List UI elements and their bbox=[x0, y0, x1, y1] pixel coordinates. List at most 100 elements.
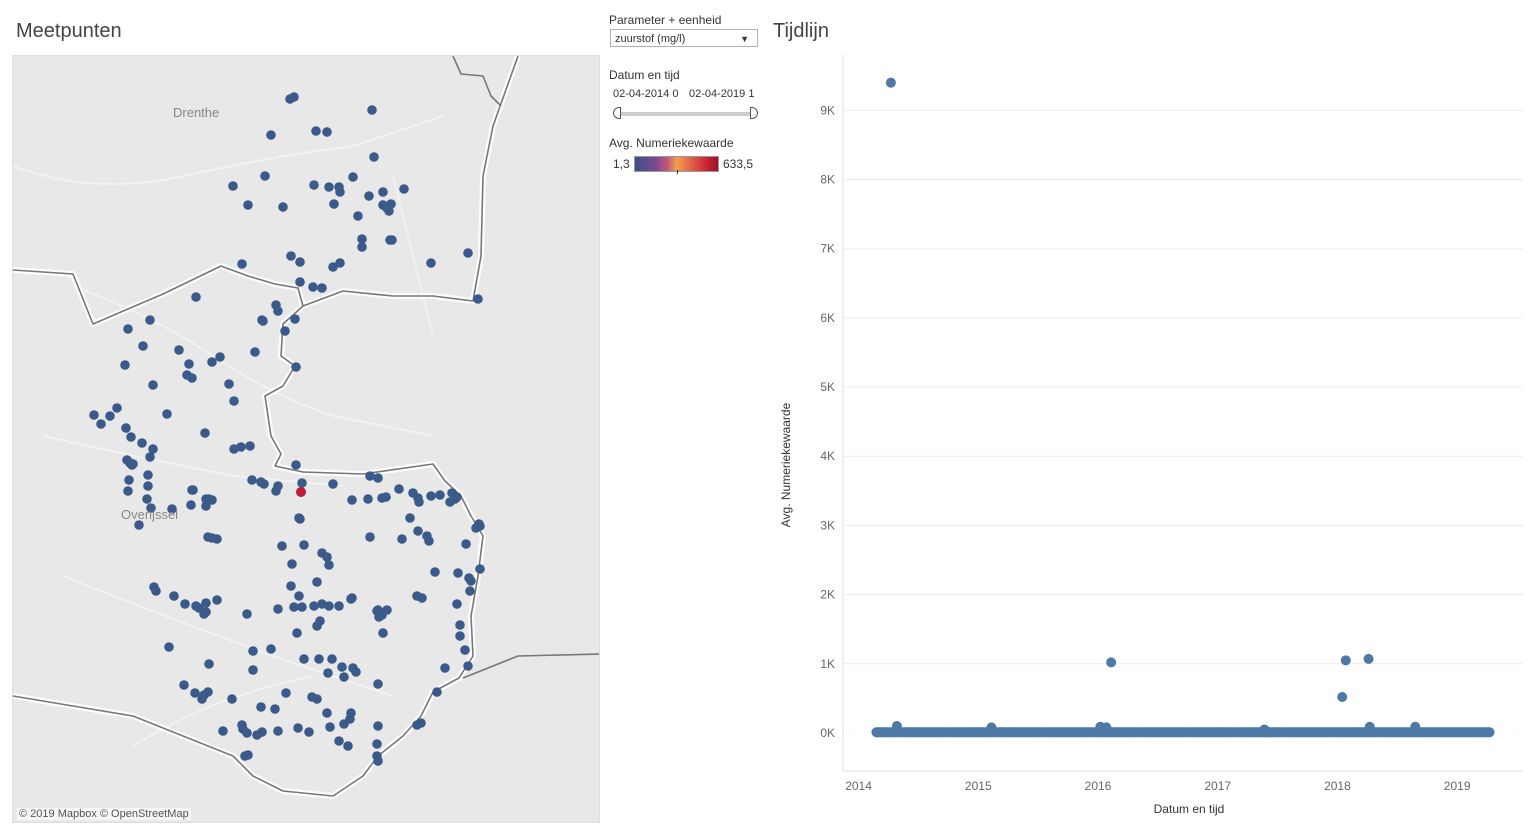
measurement-point[interactable] bbox=[151, 586, 161, 596]
measurement-point[interactable] bbox=[357, 242, 367, 252]
measurement-point[interactable] bbox=[277, 541, 287, 551]
measurement-point[interactable] bbox=[387, 235, 397, 245]
date-slider-end-handle[interactable] bbox=[750, 107, 758, 119]
measurement-point[interactable] bbox=[324, 182, 334, 192]
measurement-point[interactable] bbox=[324, 560, 334, 570]
measurement-point[interactable] bbox=[286, 251, 296, 261]
data-point[interactable] bbox=[1043, 727, 1054, 738]
measurement-point[interactable] bbox=[314, 654, 324, 664]
measurement-point[interactable] bbox=[329, 199, 339, 209]
data-point[interactable] bbox=[1379, 727, 1390, 738]
measurement-point[interactable] bbox=[417, 593, 427, 603]
data-point[interactable] bbox=[1436, 727, 1447, 738]
data-point[interactable] bbox=[1225, 727, 1236, 738]
measurement-point[interactable] bbox=[322, 552, 332, 562]
measurement-point[interactable] bbox=[317, 283, 327, 293]
measurement-point[interactable] bbox=[243, 750, 253, 760]
measurement-point[interactable] bbox=[339, 719, 349, 729]
measurement-point[interactable] bbox=[465, 586, 475, 596]
data-point[interactable] bbox=[909, 727, 920, 738]
data-point[interactable] bbox=[986, 722, 997, 733]
data-point[interactable] bbox=[891, 721, 902, 732]
data-point[interactable] bbox=[1245, 727, 1256, 738]
data-point[interactable] bbox=[1283, 727, 1294, 738]
measurement-point[interactable] bbox=[365, 471, 375, 481]
measurement-point[interactable] bbox=[280, 326, 290, 336]
map-view[interactable]: Drenthe Overijssel © 2019 Mapbox © OpenS… bbox=[12, 55, 600, 823]
measurement-point[interactable] bbox=[297, 602, 307, 612]
measurement-point[interactable] bbox=[297, 478, 307, 488]
measurement-point[interactable] bbox=[184, 359, 194, 369]
measurement-point[interactable] bbox=[309, 601, 319, 611]
measurement-point[interactable] bbox=[200, 428, 210, 438]
measurement-point[interactable] bbox=[212, 534, 222, 544]
measurement-point[interactable] bbox=[291, 460, 301, 470]
measurement-point[interactable] bbox=[337, 662, 347, 672]
measurement-point[interactable] bbox=[278, 202, 288, 212]
measurement-point[interactable] bbox=[382, 605, 392, 615]
measurement-point[interactable] bbox=[351, 667, 361, 677]
data-point[interactable] bbox=[1340, 655, 1351, 666]
data-point[interactable] bbox=[1178, 727, 1188, 738]
measurement-point[interactable] bbox=[270, 704, 280, 714]
measurement-point[interactable] bbox=[453, 568, 463, 578]
measurement-point[interactable] bbox=[397, 534, 407, 544]
measurement-point[interactable] bbox=[295, 277, 305, 287]
data-point[interactable] bbox=[1005, 727, 1016, 738]
measurement-point[interactable] bbox=[179, 680, 189, 690]
measurement-point[interactable] bbox=[378, 628, 388, 638]
measurement-point[interactable] bbox=[312, 694, 322, 704]
measurement-point[interactable] bbox=[291, 362, 301, 372]
measurement-point[interactable] bbox=[281, 688, 291, 698]
map-attribution[interactable]: © 2019 Mapbox © OpenStreetMap bbox=[17, 808, 191, 820]
measurement-point[interactable] bbox=[432, 687, 442, 697]
measurement-point[interactable] bbox=[105, 411, 115, 421]
measurement-point[interactable] bbox=[373, 756, 383, 766]
data-point[interactable] bbox=[1106, 657, 1117, 668]
measurement-point[interactable] bbox=[287, 559, 297, 569]
measurement-point[interactable] bbox=[339, 672, 349, 682]
measurement-point[interactable] bbox=[273, 726, 283, 736]
measurement-point[interactable] bbox=[430, 567, 440, 577]
data-point[interactable] bbox=[1331, 727, 1342, 738]
measurement-point[interactable] bbox=[180, 599, 190, 609]
measurement-point[interactable] bbox=[335, 187, 345, 197]
measurement-point[interactable] bbox=[327, 654, 337, 664]
measurement-point[interactable] bbox=[197, 694, 207, 704]
data-point[interactable] bbox=[1321, 727, 1332, 738]
measurement-point[interactable] bbox=[455, 620, 465, 630]
measurement-point[interactable] bbox=[199, 609, 209, 619]
measurement-point[interactable] bbox=[289, 602, 299, 612]
measurement-point[interactable] bbox=[120, 360, 130, 370]
measurement-point[interactable] bbox=[435, 490, 445, 500]
measurement-point[interactable] bbox=[343, 741, 353, 751]
measurement-point[interactable] bbox=[248, 665, 258, 675]
data-point[interactable] bbox=[1024, 727, 1035, 738]
measurement-point[interactable] bbox=[473, 294, 483, 304]
measurement-point[interactable] bbox=[304, 727, 314, 737]
measurement-point[interactable] bbox=[190, 688, 200, 698]
data-point[interactable] bbox=[1235, 727, 1246, 738]
measurement-point[interactable] bbox=[460, 645, 470, 655]
date-slider-track[interactable] bbox=[616, 112, 755, 116]
data-point[interactable] bbox=[1187, 727, 1198, 738]
measurement-point[interactable] bbox=[218, 726, 228, 736]
measurement-point[interactable] bbox=[363, 494, 373, 504]
measurement-point[interactable] bbox=[373, 721, 383, 731]
data-point[interactable] bbox=[1149, 727, 1160, 738]
date-end-value[interactable]: 02-04-2019 1 bbox=[689, 88, 755, 100]
measurement-point[interactable] bbox=[236, 442, 246, 452]
measurement-point[interactable] bbox=[445, 497, 455, 507]
measurement-point[interactable] bbox=[426, 491, 436, 501]
date-slider-start-handle[interactable] bbox=[613, 107, 621, 119]
measurement-point[interactable] bbox=[369, 152, 379, 162]
data-point[interactable] bbox=[885, 77, 896, 88]
measurement-point[interactable] bbox=[405, 513, 415, 523]
data-point[interactable] bbox=[928, 727, 939, 738]
measurement-point[interactable] bbox=[207, 357, 217, 367]
measurement-point[interactable] bbox=[414, 497, 424, 507]
measurement-point[interactable] bbox=[164, 642, 174, 652]
data-point[interactable] bbox=[1053, 727, 1064, 738]
measurement-point[interactable] bbox=[271, 486, 281, 496]
measurement-point[interactable] bbox=[138, 341, 148, 351]
